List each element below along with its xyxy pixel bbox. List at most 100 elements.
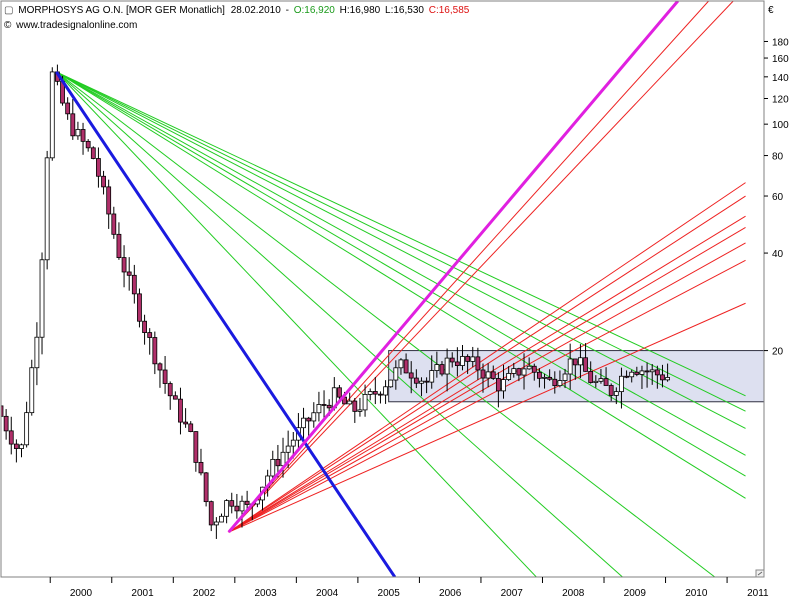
- candle-body: [172, 395, 178, 400]
- candle-body: [619, 375, 624, 393]
- candle-body: [162, 369, 168, 384]
- candle-body: [403, 359, 409, 374]
- candle-body: [547, 376, 553, 380]
- candle-body: [188, 423, 194, 432]
- candle: [403, 353, 409, 374]
- magenta-trend-line: [227, 1, 680, 534]
- candle-body: [1, 405, 4, 417]
- candle: [178, 387, 183, 435]
- candle: [454, 347, 460, 377]
- low-label: L:16,530: [385, 5, 424, 16]
- candle-body: [275, 458, 281, 467]
- candle: [419, 377, 424, 397]
- y-tick-label: 20: [772, 347, 784, 358]
- candle: [598, 368, 604, 384]
- candle: [203, 471, 209, 507]
- chart-header: ▢ MORPHOSYS AG O.N. [MOR GER Monatlich] …: [4, 5, 470, 16]
- candle-body: [393, 367, 399, 381]
- candle-body: [588, 370, 594, 383]
- candle-body: [475, 356, 481, 371]
- candle: [162, 356, 168, 394]
- candle-body: [634, 371, 640, 375]
- candle: [316, 391, 322, 422]
- candle: [362, 384, 368, 417]
- candle: [65, 97, 71, 120]
- candle-body: [193, 431, 199, 463]
- candle: [572, 358, 578, 380]
- candle: [142, 314, 147, 345]
- candle-body: [419, 380, 424, 384]
- collapse-icon[interactable]: ▢: [4, 5, 13, 16]
- candle-body: [526, 365, 532, 370]
- candle: [485, 363, 491, 388]
- candle-body: [429, 370, 435, 383]
- candle-body: [121, 257, 127, 273]
- candle: [147, 328, 153, 355]
- candle-body: [126, 271, 132, 276]
- x-tick-label: 2007: [501, 588, 524, 599]
- candle-body: [624, 375, 629, 378]
- candle: [383, 380, 388, 404]
- y-tick-label: 40: [772, 249, 784, 260]
- resize-corner[interactable]: [755, 569, 765, 578]
- candle: [70, 98, 76, 140]
- candle-body: [106, 186, 112, 215]
- candle: [188, 421, 194, 433]
- candle: [424, 377, 429, 394]
- green-fan-line-8: [56, 71, 623, 577]
- candle: [372, 377, 378, 405]
- candle: [603, 367, 609, 386]
- x-tick-label: 2005: [378, 588, 401, 599]
- candle: [39, 252, 45, 355]
- candle-body: [578, 357, 583, 366]
- x-tick-label: 2002: [193, 588, 216, 599]
- candle-body: [485, 371, 491, 379]
- candle-body: [326, 404, 332, 409]
- candle-body: [413, 377, 419, 384]
- candle: [301, 407, 306, 443]
- candle: [234, 493, 240, 519]
- candle-body: [290, 439, 296, 447]
- candle: [367, 388, 373, 401]
- candle-body: [337, 387, 342, 398]
- candle: [624, 370, 629, 379]
- red-fan-line-1: [228, 302, 746, 533]
- candle: [439, 361, 445, 377]
- candle-body: [439, 364, 445, 375]
- y-axis-unit: €: [768, 5, 774, 16]
- high-label: H:16,980: [340, 5, 381, 16]
- candle: [470, 346, 476, 368]
- candle: [96, 147, 101, 188]
- candle: [311, 402, 317, 428]
- candle: [106, 179, 112, 229]
- candle-body: [449, 357, 455, 363]
- candle-body: [408, 372, 414, 379]
- green-fan-line-4: [56, 71, 746, 456]
- candle: [388, 379, 394, 388]
- symbol-label: MORPHOSYS AG O.N. [MOR GER Monatlich]: [18, 5, 225, 16]
- candle-body: [229, 500, 235, 507]
- candle: [644, 362, 650, 388]
- candle: [557, 370, 563, 388]
- candle: [244, 490, 250, 510]
- candle: [629, 369, 635, 383]
- candle-body: [301, 417, 306, 429]
- candle: [224, 499, 230, 524]
- candle-body: [649, 369, 655, 373]
- copyright-icon: ©: [4, 20, 12, 31]
- separator: -: [286, 5, 289, 16]
- candle-body: [183, 421, 188, 425]
- candle-body: [131, 274, 137, 295]
- candle-body: [213, 521, 219, 526]
- candle-body: [357, 409, 363, 412]
- candle-body: [660, 374, 665, 381]
- candle: [660, 364, 665, 388]
- candle-body: [311, 412, 317, 422]
- y-tick-label: 120: [772, 95, 789, 106]
- candle-body: [147, 332, 153, 338]
- candle-body: [90, 147, 96, 159]
- candle: [229, 492, 235, 514]
- x-tick-label: 2008: [562, 588, 585, 599]
- candle: [85, 139, 91, 152]
